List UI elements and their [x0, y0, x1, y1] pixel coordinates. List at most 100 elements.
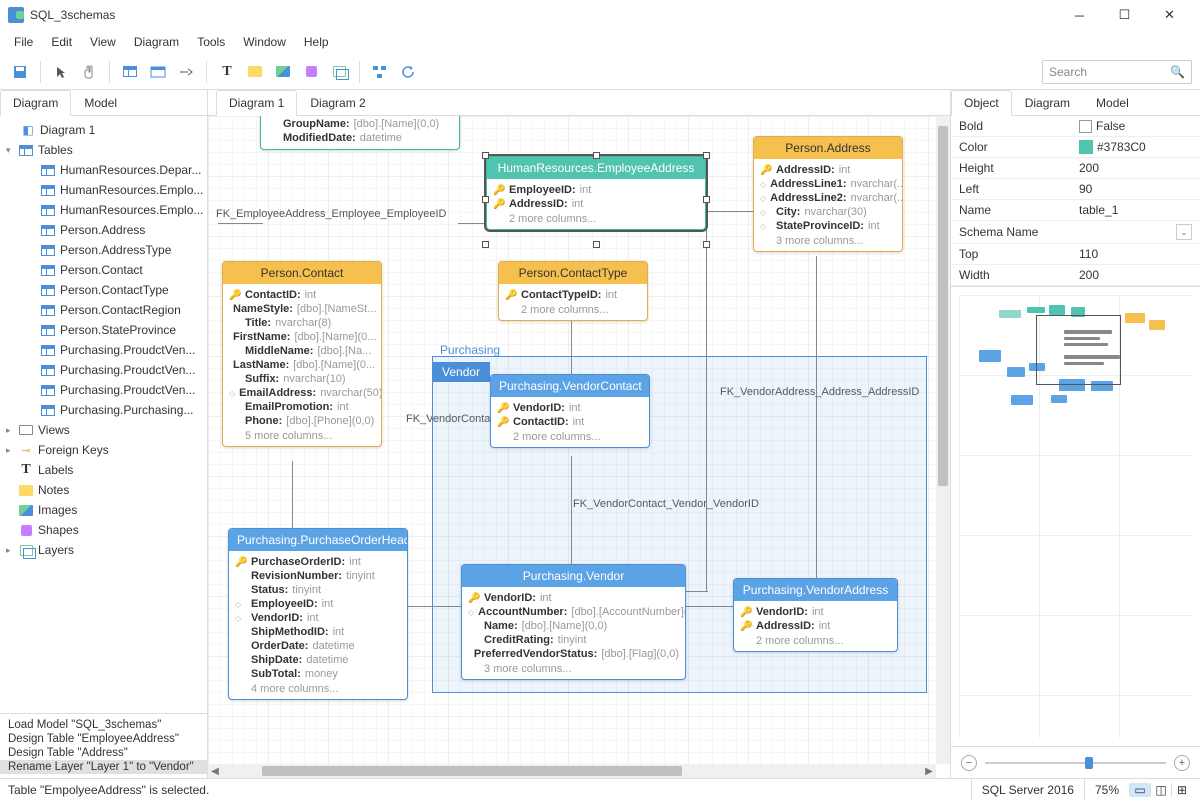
table-vendor[interactable]: Purchasing.Vendor 🔑VendorID: int◇Account…: [461, 564, 686, 680]
close-button[interactable]: ✕: [1147, 1, 1192, 29]
layer-tab[interactable]: Vendor: [432, 362, 490, 382]
table-icon[interactable]: [118, 60, 142, 84]
tree-layers[interactable]: ▸Layers: [0, 540, 207, 560]
zoom-slider[interactable]: − +: [951, 746, 1200, 778]
tree-table-item[interactable]: Person.AddressType: [0, 240, 207, 260]
table-address[interactable]: Person.Address 🔑AddressID: int◇AddressLi…: [753, 136, 903, 252]
minimize-button[interactable]: ─: [1057, 1, 1102, 29]
tree-table-item[interactable]: HumanResources.Depar...: [0, 160, 207, 180]
horizontal-scrollbar[interactable]: ◀▶: [208, 764, 936, 778]
search-placeholder: Search: [1049, 65, 1170, 79]
view-mode-3-icon[interactable]: ⊞: [1171, 783, 1192, 797]
table-header: Purchasing.VendorAddress: [734, 579, 897, 601]
window-title: SQL_3schemas: [30, 8, 1057, 22]
property-row[interactable]: Left90: [951, 179, 1200, 200]
app-icon: [8, 7, 24, 23]
hand-icon[interactable]: [77, 60, 101, 84]
table-contact-type[interactable]: Person.ContactType 🔑ContactTypeID: int2 …: [498, 261, 648, 321]
menu-edit[interactable]: Edit: [43, 33, 80, 51]
tree-table-item[interactable]: HumanResources.Emplo...: [0, 200, 207, 220]
view-mode-1-icon[interactable]: ▭: [1129, 783, 1150, 797]
diagram-canvas[interactable]: FK_EmployeeAddress_Employee_EmployeeID F…: [208, 116, 936, 764]
center-panel: Diagram 1 Diagram 2 FK_EmployeeAddress_E…: [208, 90, 950, 778]
tab-model[interactable]: Model: [71, 90, 130, 115]
title-bar: SQL_3schemas ─ ☐ ✕: [0, 0, 1200, 30]
table-contact[interactable]: Person.Contact 🔑ContactID: intNameStyle:…: [222, 261, 382, 447]
tree-table-item[interactable]: Purchasing.Purchasing...: [0, 400, 207, 420]
tree-table-item[interactable]: Person.ContactRegion: [0, 300, 207, 320]
text-icon[interactable]: T: [215, 60, 239, 84]
tab-diagram-2[interactable]: Diagram 2: [297, 90, 378, 115]
history-item-selected[interactable]: Rename Layer "Layer 1" to "Vendor": [0, 760, 207, 774]
tab-model-props[interactable]: Model: [1083, 90, 1142, 115]
tree-table-item[interactable]: Person.Contact: [0, 260, 207, 280]
search-input[interactable]: Search 🔍: [1042, 60, 1192, 84]
tree-images[interactable]: Images: [0, 500, 207, 520]
table-employee-address[interactable]: HumanResources.EmployeeAddress 🔑Employee…: [486, 156, 706, 230]
menu-view[interactable]: View: [82, 33, 124, 51]
history-item[interactable]: Design Table "EmployeeAddress": [8, 732, 199, 746]
object-tree: ◧Diagram 1 ▾Tables HumanResources.Depar.…: [0, 116, 207, 713]
property-row[interactable]: BoldFalse: [951, 116, 1200, 137]
tree-tables-node[interactable]: ▾Tables: [0, 140, 207, 160]
zoom-in-icon[interactable]: +: [1174, 755, 1190, 771]
menu-tools[interactable]: Tools: [189, 33, 233, 51]
table-header: HumanResources.EmployeeAddress: [487, 157, 705, 179]
maximize-button[interactable]: ☐: [1102, 1, 1147, 29]
tree-notes[interactable]: Notes: [0, 480, 207, 500]
view-icon[interactable]: [146, 60, 170, 84]
view-mode-2-icon[interactable]: ◫: [1150, 783, 1171, 797]
pointer-icon[interactable]: [49, 60, 73, 84]
property-row[interactable]: Schema Name⌄: [951, 221, 1200, 244]
save-icon[interactable]: [8, 60, 32, 84]
property-row[interactable]: Nametable_1: [951, 200, 1200, 221]
tab-diagram-props[interactable]: Diagram: [1012, 90, 1083, 115]
tree-table-item[interactable]: Purchasing.ProudctVen...: [0, 340, 207, 360]
minimap[interactable]: [951, 286, 1200, 746]
menu-help[interactable]: Help: [296, 33, 337, 51]
autolayout-icon[interactable]: [368, 60, 392, 84]
right-tabs: Object Diagram Model: [951, 90, 1200, 116]
tab-object[interactable]: Object: [951, 90, 1012, 116]
layer-icon[interactable]: [327, 60, 351, 84]
image-icon[interactable]: [271, 60, 295, 84]
tree-table-item[interactable]: Purchasing.ProudctVen...: [0, 360, 207, 380]
relation-icon[interactable]: [174, 60, 198, 84]
tree-foreign-keys[interactable]: ▸⊸Foreign Keys: [0, 440, 207, 460]
table-po-header[interactable]: Purchasing.PurchaseOrderHeader 🔑Purchase…: [228, 528, 408, 700]
tab-diagram-1[interactable]: Diagram 1: [216, 90, 297, 116]
menu-window[interactable]: Window: [235, 33, 294, 51]
table-department-partial[interactable]: ◇Name: [dbo].[Name](0,0)GroupName: [dbo]…: [260, 116, 460, 150]
table-header: Purchasing.PurchaseOrderHeader: [229, 529, 407, 551]
tree-table-item[interactable]: Purchasing.ProudctVen...: [0, 380, 207, 400]
table-vendor-address[interactable]: Purchasing.VendorAddress 🔑VendorID: int🔑…: [733, 578, 898, 652]
table-header: Person.Address: [754, 137, 902, 159]
table-header: Person.ContactType: [499, 262, 647, 284]
property-row[interactable]: Top110: [951, 244, 1200, 265]
property-row[interactable]: Color#3783C0: [951, 137, 1200, 158]
menu-diagram[interactable]: Diagram: [126, 33, 187, 51]
zoom-out-icon[interactable]: −: [961, 755, 977, 771]
tree-diagram-node[interactable]: ◧Diagram 1: [0, 120, 207, 140]
menu-file[interactable]: File: [6, 33, 41, 51]
note-icon[interactable]: [243, 60, 267, 84]
tree-table-item[interactable]: HumanResources.Emplo...: [0, 180, 207, 200]
tree-views[interactable]: ▸Views: [0, 420, 207, 440]
tree-table-item[interactable]: Person.StateProvince: [0, 320, 207, 340]
tab-diagram[interactable]: Diagram: [0, 90, 71, 116]
vertical-scrollbar[interactable]: [936, 116, 950, 764]
shape-icon[interactable]: [299, 60, 323, 84]
tree-labels[interactable]: TLabels: [0, 460, 207, 480]
table-vendor-contact[interactable]: Purchasing.VendorContact 🔑VendorID: int🔑…: [490, 374, 650, 448]
tree-shapes[interactable]: Shapes: [0, 520, 207, 540]
diagram-tabs: Diagram 1 Diagram 2: [208, 90, 950, 116]
tree-table-item[interactable]: Person.Address: [0, 220, 207, 240]
history-item[interactable]: Design Table "Address": [8, 746, 199, 760]
history-item[interactable]: Load Model "SQL_3schemas": [8, 718, 199, 732]
tree-table-item[interactable]: Person.ContactType: [0, 280, 207, 300]
property-row[interactable]: Width200: [951, 265, 1200, 286]
status-zoom: 75%: [1084, 779, 1129, 800]
refresh-icon[interactable]: [396, 60, 420, 84]
rel-label: FK_EmployeeAddress_Employee_EmployeeID: [216, 208, 447, 220]
property-row[interactable]: Height200: [951, 158, 1200, 179]
